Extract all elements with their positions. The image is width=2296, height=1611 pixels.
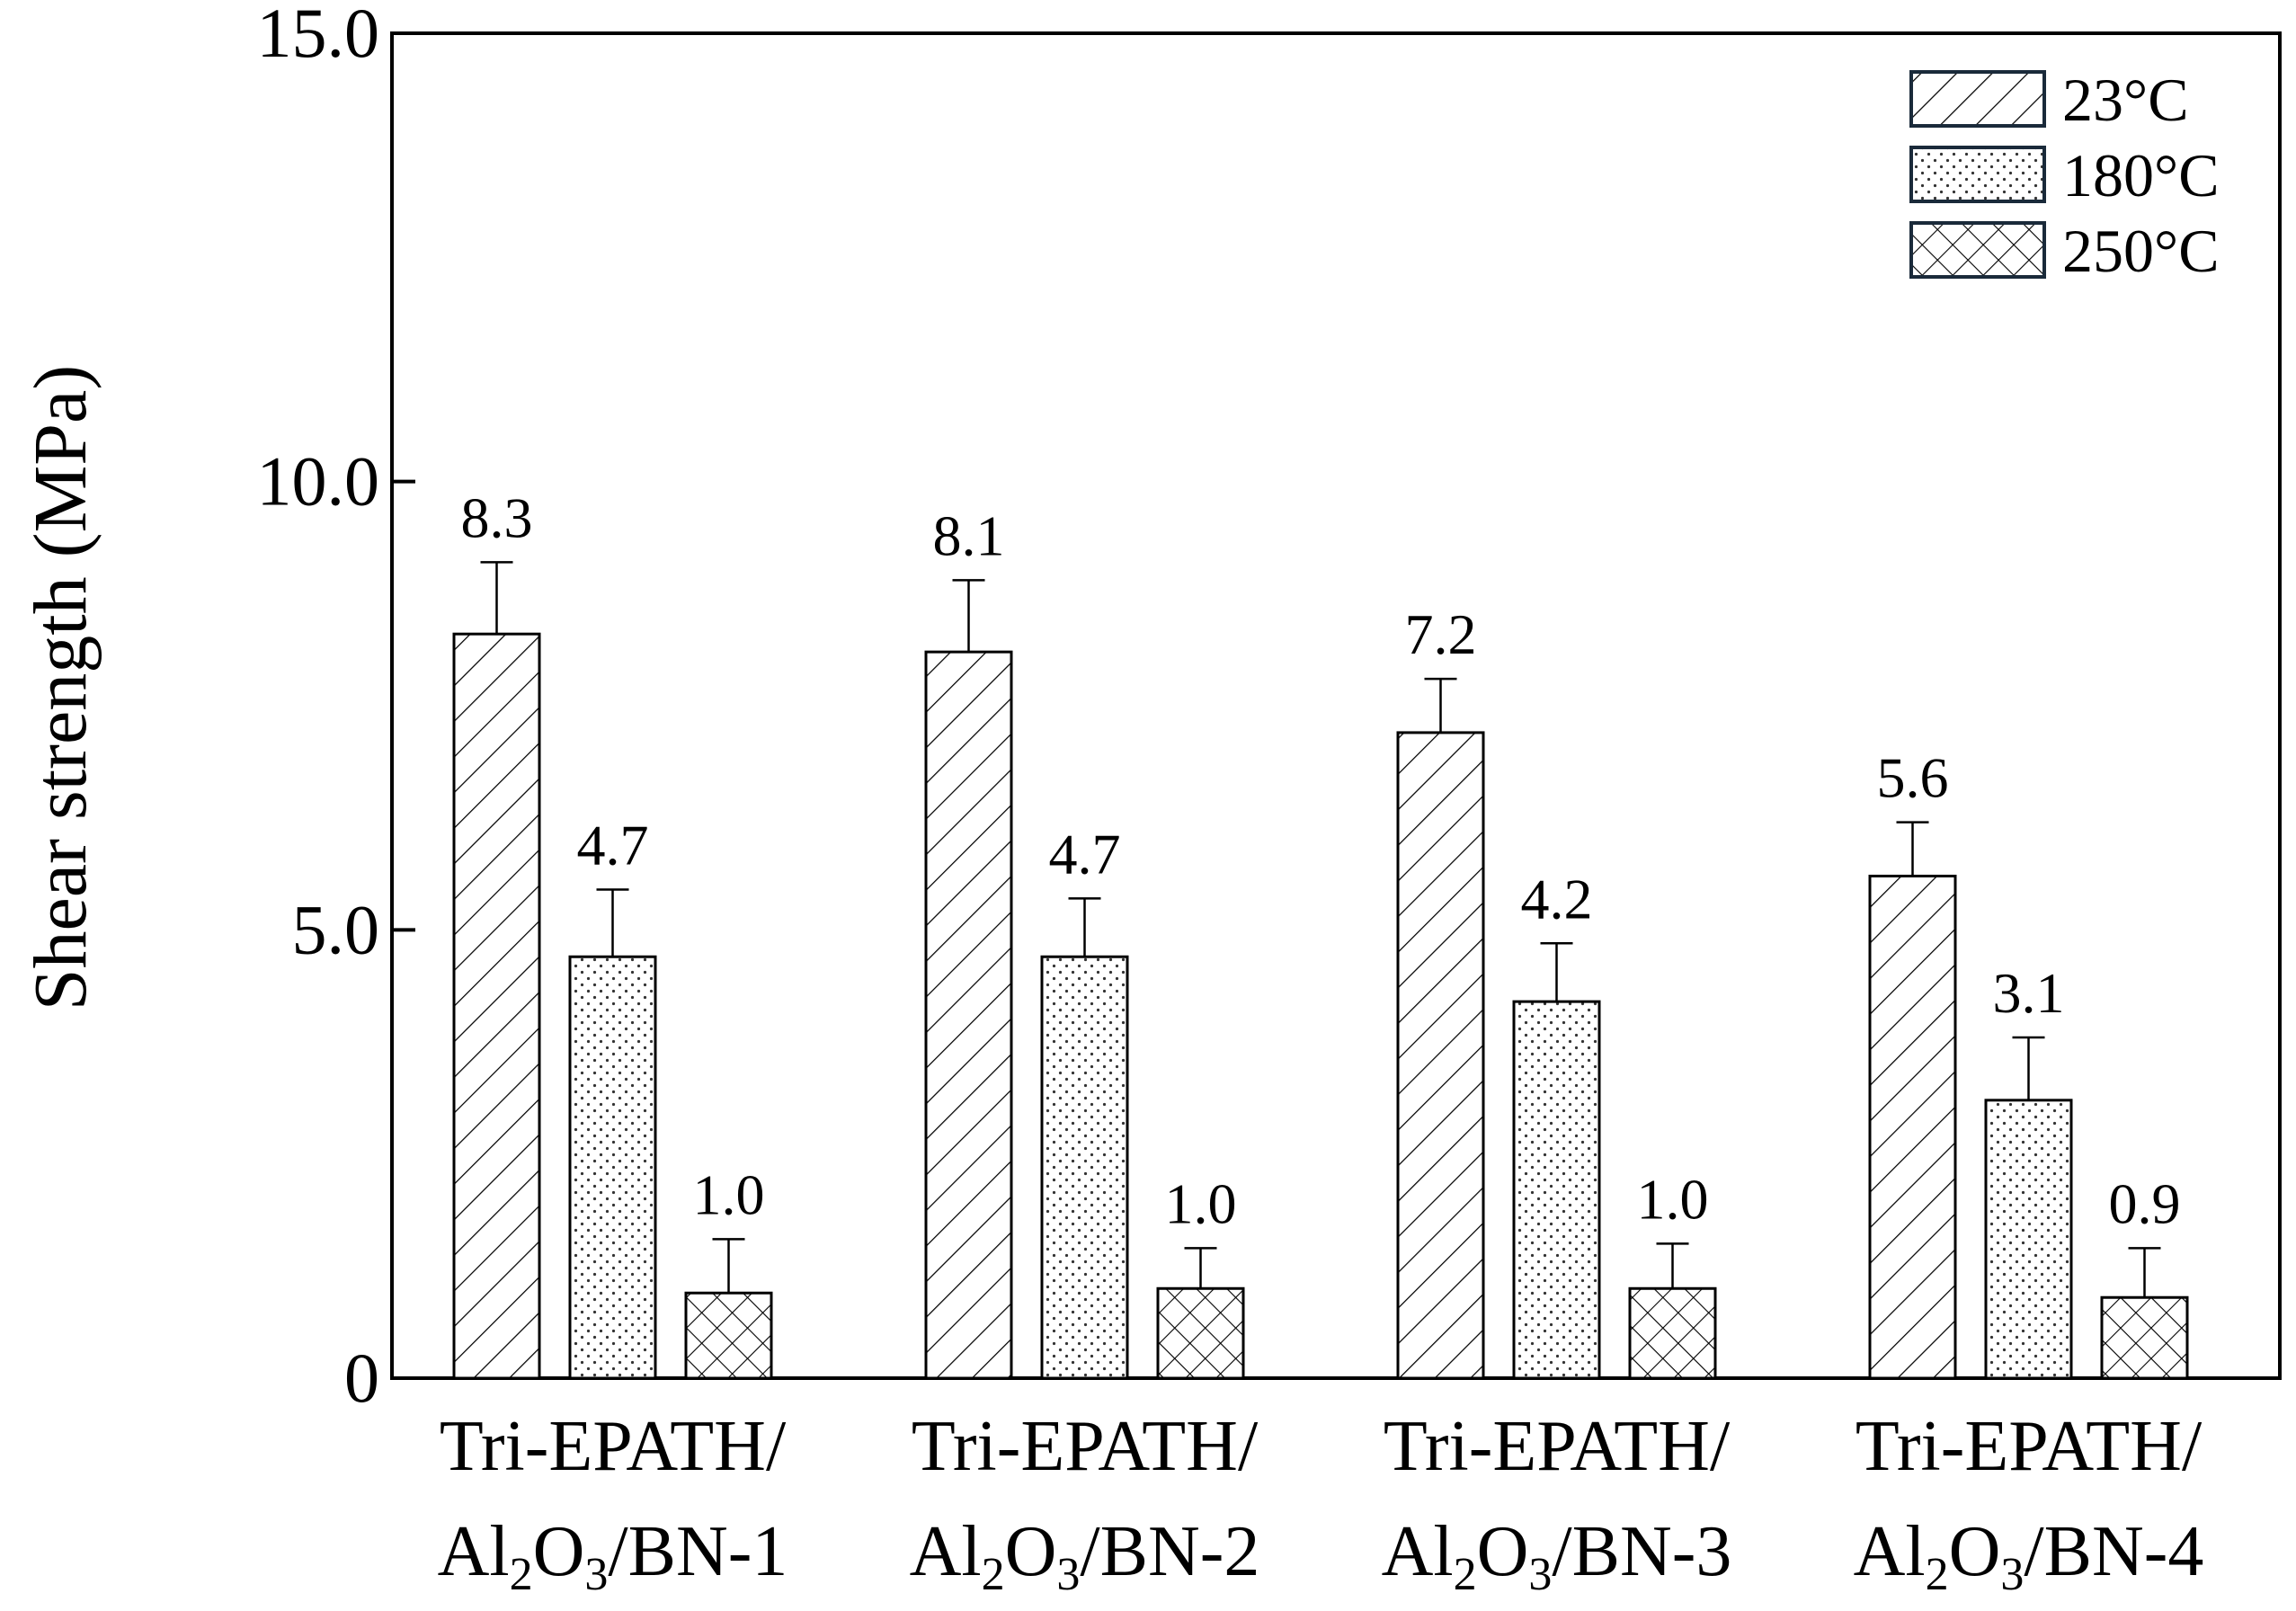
category-label: Tri-EPATH/	[1855, 1407, 2203, 1486]
legend: 23°C 180°C 250°C	[1909, 66, 2220, 285]
error-bar	[1068, 897, 1101, 957]
y-axis-title: Shear strength (MPa)	[19, 365, 102, 1011]
y-tick-label: 10.0	[257, 442, 380, 521]
legend-label: 180°C	[2062, 141, 2220, 209]
category-label: Tri-EPATH/	[440, 1407, 787, 1486]
legend-swatch	[1909, 70, 2046, 128]
legend-swatch	[1909, 221, 2046, 279]
legend-label: 23°C	[2062, 66, 2189, 134]
data-label: 4.7	[577, 813, 649, 877]
y-tick-label: 0	[344, 1339, 379, 1417]
data-label: 5.6	[1877, 746, 1949, 810]
bar	[684, 1291, 773, 1380]
bar	[1156, 1286, 1245, 1380]
y-tick-label: 15.0	[257, 0, 380, 72]
data-label: 3.1	[1993, 961, 2065, 1025]
legend-item: 250°C	[1909, 217, 2220, 285]
legend-item: 180°C	[1909, 141, 2220, 209]
legend-swatch	[1909, 146, 2046, 203]
bar	[1868, 874, 1957, 1380]
data-label: 1.0	[1637, 1167, 1709, 1231]
category-label: Al2O3/BN-3	[1382, 1512, 1732, 1600]
error-bar	[1184, 1247, 1217, 1289]
plot-frame	[390, 31, 2282, 1380]
data-label: 8.1	[933, 503, 1005, 567]
data-label: 4.7	[1049, 822, 1121, 886]
category-label: Tri-EPATH/	[1384, 1407, 1731, 1486]
data-label: 8.3	[461, 485, 533, 549]
bar	[1396, 731, 1485, 1380]
plot-area-border	[390, 31, 2282, 1380]
error-bar	[952, 579, 985, 653]
category-label: Tri-EPATH/	[912, 1407, 1259, 1486]
data-label: 1.0	[693, 1162, 765, 1226]
y-tick-label: 5.0	[292, 890, 380, 968]
bar	[452, 632, 541, 1380]
error-bars	[480, 561, 2161, 1298]
y-axis-ticks: 0 5.0 10.0 15.0	[257, 0, 415, 1417]
category-label: Al2O3/BN-1	[438, 1512, 788, 1600]
bar	[1512, 1000, 1601, 1380]
error-bar	[2128, 1247, 2161, 1298]
error-bar	[1656, 1242, 1689, 1289]
data-label: 7.2	[1405, 602, 1477, 666]
bar	[1628, 1286, 1717, 1380]
data-label: 4.2	[1521, 867, 1593, 930]
bars	[452, 632, 2189, 1380]
data-label: 0.9	[2109, 1171, 2181, 1235]
category-label: Al2O3/BN-4	[1854, 1512, 2204, 1600]
error-bar	[1424, 677, 1457, 733]
bar	[1984, 1099, 2073, 1380]
bar	[1040, 955, 1129, 1380]
category-labels: Tri-EPATH/Al2O3/BN-1 Tri-EPATH/Al2O3/BN-2…	[438, 1407, 2204, 1600]
data-label: 1.0	[1165, 1171, 1237, 1235]
bar	[924, 650, 1013, 1380]
error-bar	[480, 561, 513, 635]
legend-item: 23°C	[1909, 66, 2189, 134]
bar	[568, 955, 657, 1380]
error-bar	[1896, 821, 1929, 877]
data-labels: 8.3 4.7 1.0 8.1 4.7 1.0 7.2 4.2 1.0 5.6 3.1 0.9	[461, 485, 2181, 1235]
category-label: Al2O3/BN-2	[910, 1512, 1260, 1600]
error-bar	[712, 1238, 745, 1294]
legend-label: 250°C	[2062, 217, 2220, 285]
bar	[2100, 1295, 2189, 1380]
error-bar	[596, 888, 629, 957]
error-bar	[1540, 942, 1573, 1002]
error-bar	[2012, 1036, 2045, 1100]
